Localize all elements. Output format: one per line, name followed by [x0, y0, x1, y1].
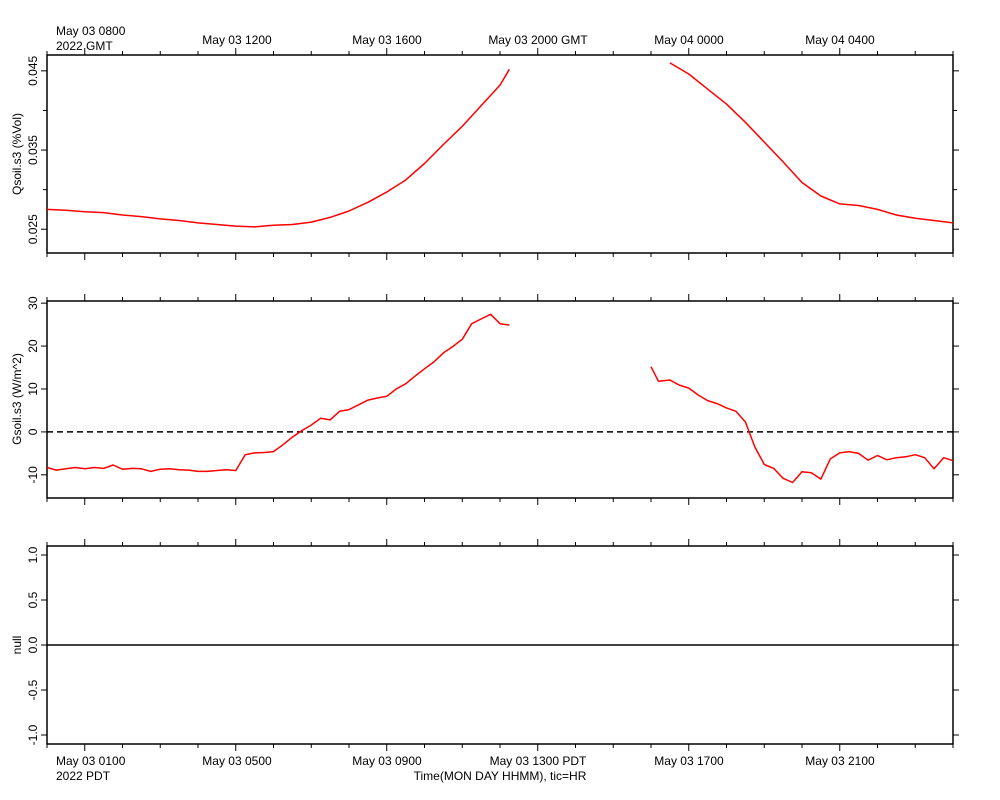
panel-qsoil: Qsoil.s3 (%Vol) 0.025 0.035 0.045 [10, 48, 959, 260]
top-axis-label: May 04 0000 [654, 33, 724, 47]
y-tick-label: 0.025 [26, 214, 40, 244]
y-tick-label: 10 [26, 382, 40, 396]
y-tick-label: 20 [26, 339, 40, 353]
panel-gsoil-marks: -10 0 10 20 30 [26, 294, 959, 505]
panel-null: null -1.0 -0.5 0.0 0.5 1.0 [10, 539, 959, 751]
y-tick-label: 1.0 [26, 546, 40, 563]
bottom-axis-label: May 03 2100 [805, 754, 875, 768]
top-time-axis: May 03 0800 2022 GMT May 03 1200 May 03 … [56, 24, 875, 53]
bottom-axis-first-label-line1: May 03 0100 [56, 754, 126, 768]
y-tick-label: -10 [26, 466, 40, 484]
y-tick-label: -0.5 [26, 679, 40, 700]
y-tick-label: 0.5 [26, 591, 40, 608]
top-axis-label: May 04 0400 [805, 33, 875, 47]
series-line-segment [669, 62, 954, 224]
panel-qsoil-marks: 0.025 0.035 0.045 [26, 48, 959, 260]
bottom-axis-label: May 03 1700 [654, 754, 724, 768]
bottom-axis-label: May 03 0900 [352, 754, 422, 768]
y-tick-label: 0.045 [26, 56, 40, 86]
top-axis-first-label-line2: 2022 GMT [56, 39, 113, 53]
series-line-segment [46, 313, 510, 473]
bottom-axis-label: May 03 0500 [202, 754, 272, 768]
bottom-axis-first-label-line2: 2022 PDT [56, 769, 111, 783]
panel-gsoil-ylabel: Gsoil.s3 (W/m^2) [10, 353, 24, 445]
y-tick-label: 0 [26, 428, 40, 435]
y-tick-label: 0.0 [26, 636, 40, 653]
y-tick-label: -1.0 [26, 724, 40, 745]
y-tick-label: 30 [26, 296, 40, 310]
bottom-time-axis: May 03 0100 2022 PDT May 03 0500 May 03 … [56, 754, 875, 783]
y-tick-label: 0.035 [26, 135, 40, 165]
top-axis-first-label-line1: May 03 0800 [56, 24, 126, 38]
series-line-segment [650, 366, 954, 484]
top-axis-label: May 03 1600 [352, 33, 422, 47]
top-axis-label: May 03 2000 GMT [488, 33, 588, 47]
panel-null-marks: -1.0 -0.5 0.0 0.5 1.0 [26, 539, 959, 751]
panel-gsoil: Gsoil.s3 (W/m^2) -10 0 10 20 30 [10, 294, 959, 505]
bottom-axis-label: May 03 1300 PDT [490, 754, 587, 768]
panel-null-ylabel: null [10, 636, 24, 655]
top-axis-label: May 03 1200 [202, 33, 272, 47]
bottom-axis-title: Time(MON DAY HHMM), tic=HR [414, 769, 587, 783]
panel-gsoil-frame [46, 300, 954, 499]
panel-qsoil-ylabel: Qsoil.s3 (%Vol) [10, 113, 24, 195]
series-line-segment [46, 68, 511, 228]
